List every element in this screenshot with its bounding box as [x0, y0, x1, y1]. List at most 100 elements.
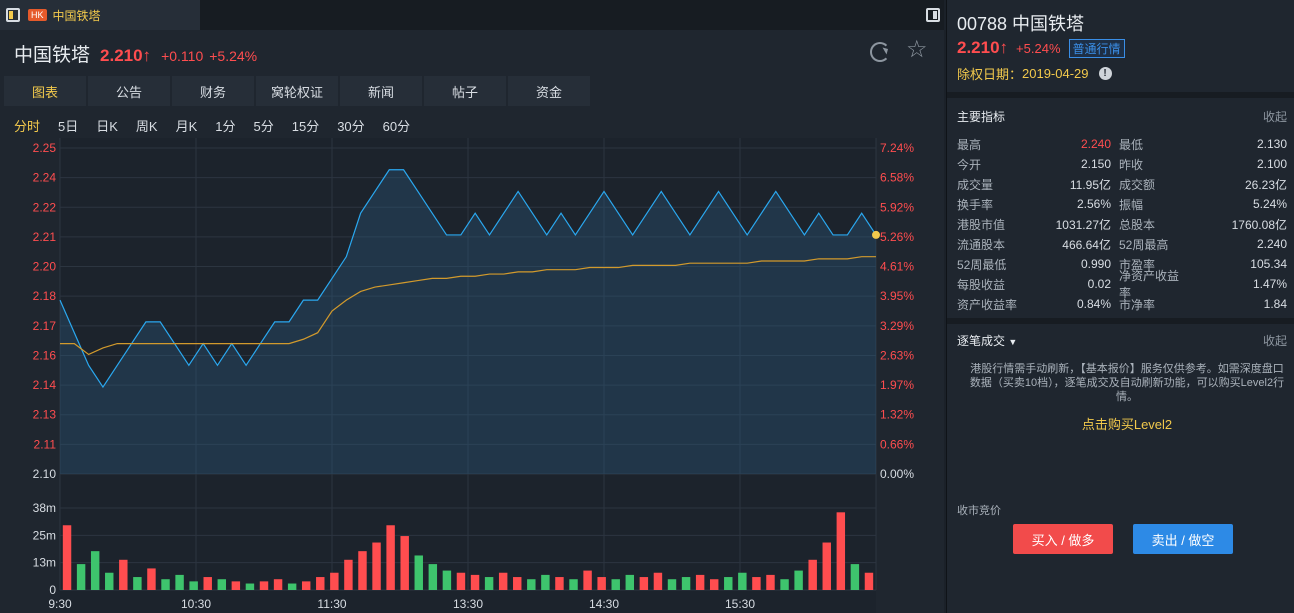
- stat-label: 每股收益: [957, 277, 1006, 292]
- pct-tick-label: 3.95%: [880, 289, 914, 303]
- tab-news[interactable]: 新闻: [340, 76, 422, 106]
- period-15min[interactable]: 15分: [291, 119, 320, 134]
- volume-bar: [119, 559, 128, 590]
- y-tick-label: 2.24: [33, 171, 57, 185]
- volume-bar: [62, 525, 72, 590]
- buy-button[interactable]: 买入 / 做多: [1013, 524, 1113, 554]
- period-monthly[interactable]: 月K: [175, 119, 198, 134]
- stat-value: 1.47%: [1252, 277, 1287, 291]
- y-tick-label: 2.10: [33, 467, 57, 481]
- period-5day[interactable]: 5日: [58, 119, 79, 134]
- volume-bar: [808, 559, 817, 590]
- nav-tabs: 图表 公告 财务 窝轮权证 新闻 帖子 资金: [4, 76, 592, 106]
- divider: [947, 318, 1294, 324]
- volume-bar: [217, 579, 227, 590]
- average-line: [60, 256, 876, 356]
- price-line: [59, 169, 877, 389]
- ticks-collapse-button[interactable]: 收起: [1262, 334, 1287, 348]
- price-change: +0.110: [161, 48, 204, 64]
- quote-level-badge[interactable]: 普通行情: [1068, 38, 1125, 58]
- buy-level2-link[interactable]: 点击购买Level2: [1081, 417, 1173, 432]
- volume-bar: [414, 555, 423, 590]
- info-icon[interactable]: !: [1098, 67, 1112, 80]
- stats-row: 每股收益 0.02 净资产收益率 1.47%: [957, 269, 1287, 300]
- volume-bar: [372, 542, 381, 590]
- side-change-pct: +5.24%: [1016, 40, 1061, 56]
- volume-bar: [484, 577, 494, 590]
- x-tick-label: 10:30: [181, 597, 211, 611]
- stats-table: 最高 2.240 最低 2.130 今开 2.150 昨收 2.100 成交量 11.95亿 成交额…: [957, 134, 1287, 314]
- intraday-chart[interactable]: 2.25 7.24% 2.24 6.58% 2.22 5.92% 2.21 5.26% 2.20…: [0, 138, 944, 613]
- volume-bar: [794, 570, 803, 590]
- stat-value: 11.95亿: [1069, 177, 1111, 192]
- stat-label: 52周最低: [957, 257, 1007, 272]
- stat-value: 2.240: [1080, 137, 1111, 151]
- level2-notice: 港股行情需手动刷新，【基本报价】服务仅供参考。如需深度盘口数据（买卖10档），逐…: [969, 363, 1285, 403]
- stock-tab[interactable]: HK 中国铁塔: [0, 0, 200, 30]
- divider: [947, 92, 1294, 98]
- y-tick-label: 2.16: [33, 348, 57, 362]
- stats-row: 资产收益率 0.84% 市净率 1.84: [957, 294, 1287, 314]
- indicators-title: 主要指标: [957, 110, 1006, 124]
- refresh-icon[interactable]: [870, 42, 890, 62]
- volume-bar: [386, 525, 395, 590]
- stat-value: 1031.27亿: [1055, 217, 1111, 232]
- volume-bar: [864, 572, 874, 590]
- stats-row: 今开 2.150 昨收 2.100: [957, 154, 1287, 174]
- period-daily[interactable]: 日K: [96, 119, 118, 134]
- volume-bar: [639, 577, 649, 590]
- stats-row: 流通股本 466.64亿 52周最高 2.240: [957, 234, 1287, 254]
- stat-value: 2.150: [1080, 157, 1111, 171]
- tab-capital[interactable]: 资金: [508, 76, 590, 106]
- pct-tick-label: 5.92%: [880, 200, 914, 214]
- volume-bar: [245, 583, 255, 590]
- panel-toggle-icon[interactable]: [926, 8, 940, 22]
- period-intraday[interactable]: 分时: [14, 119, 41, 134]
- price-area: [60, 169, 876, 474]
- stat-label: 最低: [1119, 137, 1144, 152]
- stat-label: 最高: [957, 137, 982, 152]
- stats-row: 最高 2.240 最低 2.130: [957, 134, 1287, 154]
- y-tick-label: 2.13: [33, 408, 57, 422]
- sell-button[interactable]: 卖出 / 做空: [1133, 524, 1233, 554]
- stat-value: 0.990: [1080, 257, 1111, 271]
- tab-warrants[interactable]: 窝轮权证: [256, 76, 338, 106]
- tab-chart[interactable]: 图表: [4, 76, 86, 106]
- volume-bar: [105, 572, 114, 590]
- volume-bar: [780, 579, 789, 590]
- stat-value: 26.23亿: [1244, 177, 1287, 192]
- period-weekly[interactable]: 周K: [135, 119, 158, 134]
- stats-row: 换手率 2.56% 振幅 5.24%: [957, 194, 1287, 214]
- indicators-collapse-button[interactable]: 收起: [1262, 110, 1287, 124]
- x-tick-label: 11:30: [317, 597, 346, 611]
- period-60min[interactable]: 60分: [382, 119, 411, 134]
- star-icon[interactable]: ☆: [906, 36, 928, 63]
- tab-financials[interactable]: 财务: [172, 76, 254, 106]
- y-tick-label: 2.22: [33, 200, 57, 214]
- sidebar-toggle-icon[interactable]: [6, 8, 20, 22]
- tab-announcements[interactable]: 公告: [88, 76, 170, 106]
- tab-posts[interactable]: 帖子: [424, 76, 506, 106]
- auction-label: 收市竞价: [957, 505, 1001, 517]
- y-tick-label: 2.21: [33, 230, 57, 244]
- period-30min[interactable]: 30分: [337, 119, 365, 134]
- volume-bar: [442, 570, 452, 590]
- volume-bar: [273, 579, 283, 590]
- volume-bar: [76, 564, 86, 590]
- stat-value: 1760.08亿: [1231, 217, 1287, 232]
- market-badge: HK: [28, 9, 47, 21]
- pct-tick-label: 5.26%: [880, 230, 914, 244]
- volume-bar: [189, 581, 198, 590]
- stock-code-title: 00788 中国铁塔: [957, 14, 1085, 34]
- volume-bar: [541, 574, 550, 590]
- stat-value: 2.56%: [1076, 197, 1111, 211]
- volume-bar: [400, 536, 409, 590]
- volume-bar: [470, 574, 480, 590]
- x-tick-label: 15:30: [725, 597, 755, 611]
- stat-value: 2.100: [1256, 157, 1287, 171]
- period-5min[interactable]: 5分: [253, 119, 274, 134]
- volume-bar: [583, 570, 592, 590]
- period-1min[interactable]: 1分: [215, 119, 236, 134]
- pct-tick-label: 1.97%: [880, 378, 914, 392]
- ticks-dropdown[interactable]: 逐笔成交 ▼: [957, 332, 1017, 349]
